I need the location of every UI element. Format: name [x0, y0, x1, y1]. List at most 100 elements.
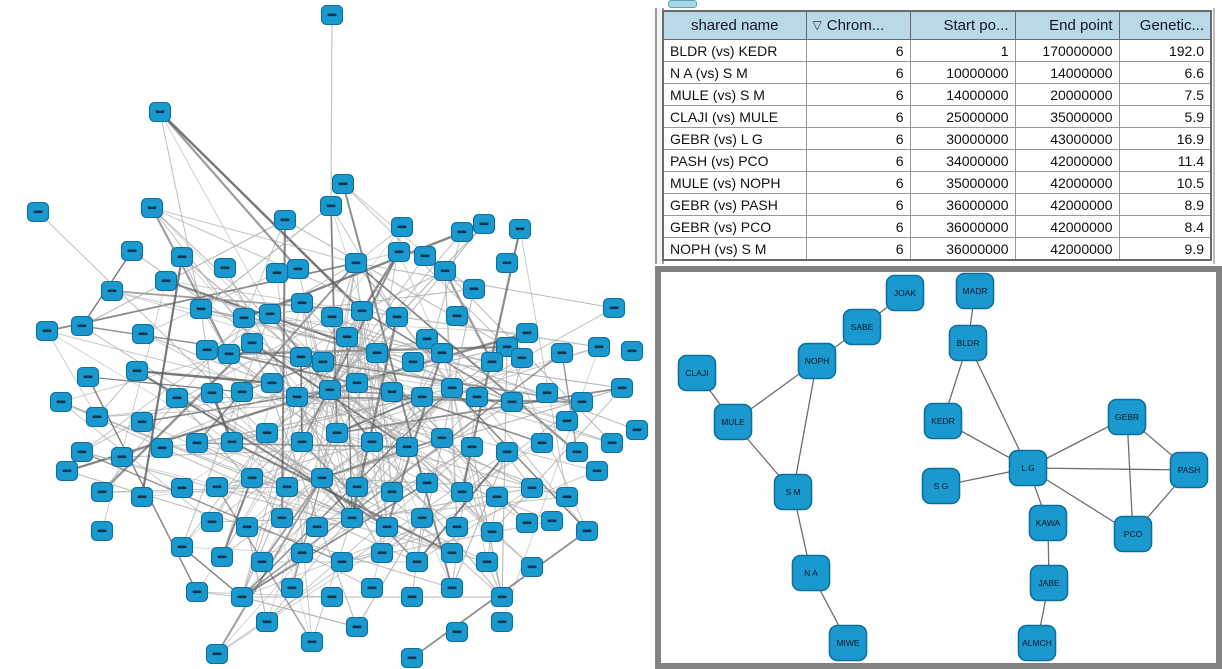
overview-node[interactable]	[587, 336, 611, 358]
overview-node[interactable]	[270, 507, 294, 529]
overview-edge[interactable]	[351, 226, 403, 519]
overview-node[interactable]	[485, 486, 509, 508]
subnetwork-node-almch[interactable]: ALMCH	[1017, 624, 1057, 662]
subnetwork-node-mule[interactable]: MULE	[713, 403, 753, 441]
overview-node[interactable]	[440, 542, 464, 564]
overview-node[interactable]	[387, 241, 411, 263]
overview-edge[interactable]	[151, 207, 398, 318]
overview-edge[interactable]	[211, 391, 393, 523]
overview-node[interactable]	[480, 351, 504, 373]
overview-node[interactable]	[273, 209, 297, 231]
overview-edge[interactable]	[159, 111, 299, 270]
overview-node[interactable]	[200, 382, 224, 404]
node-shape[interactable]	[797, 342, 837, 380]
overview-edge[interactable]	[561, 352, 578, 453]
node-shape[interactable]	[1028, 504, 1068, 542]
cell-start_point[interactable]: 30000000	[909, 127, 1016, 150]
overview-edge[interactable]	[165, 280, 363, 312]
overview-node[interactable]	[220, 431, 244, 453]
overview-node[interactable]	[286, 258, 310, 280]
column-header-genetic[interactable]: Genetic...	[1118, 10, 1212, 40]
overview-node[interactable]	[585, 460, 609, 482]
overview-node[interactable]	[345, 476, 369, 498]
overview-node[interactable]	[35, 320, 59, 342]
overview-node[interactable]	[565, 441, 589, 463]
overview-node[interactable]	[205, 643, 229, 665]
node-shape[interactable]	[713, 403, 753, 441]
subnetwork-node-s-m[interactable]: S M	[773, 473, 813, 511]
overview-edge[interactable]	[231, 441, 453, 554]
cell-start_point[interactable]: 1	[909, 39, 1016, 62]
column-header-end_point[interactable]: End point	[1014, 10, 1120, 40]
overview-node[interactable]	[462, 278, 486, 300]
filter-icon[interactable]: ▽	[812, 18, 822, 32]
overview-node[interactable]	[390, 216, 414, 238]
node-shape[interactable]	[677, 354, 717, 392]
cell-shared_name[interactable]: MULE (vs) NOPH	[662, 171, 807, 194]
overview-node[interactable]	[213, 257, 237, 279]
overview-node[interactable]	[440, 377, 464, 399]
overview-edge[interactable]	[330, 14, 333, 207]
overview-node[interactable]	[290, 542, 314, 564]
overview-node[interactable]	[620, 340, 644, 362]
overview-node[interactable]	[55, 460, 79, 482]
overview-node[interactable]	[345, 372, 369, 394]
overview-node[interactable]	[450, 481, 474, 503]
cell-end_point[interactable]: 42000000	[1014, 215, 1120, 238]
overview-node[interactable]	[320, 306, 344, 328]
overview-edge[interactable]	[101, 342, 253, 493]
overview-edge[interactable]	[181, 546, 243, 598]
overview-node[interactable]	[450, 221, 474, 243]
subnetwork-node-gebr[interactable]: GEBR	[1107, 398, 1147, 436]
overview-edge[interactable]	[46, 330, 233, 443]
subnetwork-node-s-g[interactable]: S G	[921, 467, 961, 505]
overview-node[interactable]	[600, 432, 624, 454]
overview-edge[interactable]	[276, 272, 313, 643]
cell-chromosome[interactable]: 6	[805, 39, 911, 62]
overview-node[interactable]	[325, 422, 349, 444]
overview-node[interactable]	[555, 486, 579, 508]
cell-shared_name[interactable]: CLAJI (vs) MULE	[662, 105, 807, 128]
overview-node[interactable]	[130, 486, 154, 508]
cell-genetic[interactable]: 9.9	[1118, 237, 1212, 261]
overview-edge[interactable]	[296, 396, 353, 519]
cell-chromosome[interactable]: 6	[805, 215, 911, 238]
cell-shared_name[interactable]: MULE (vs) S M	[662, 83, 807, 106]
cell-genetic[interactable]: 7.5	[1118, 83, 1212, 106]
overview-node[interactable]	[515, 322, 539, 344]
overview-edge[interactable]	[376, 352, 393, 493]
overview-node[interactable]	[495, 441, 519, 463]
subnetwork-node-jabe[interactable]: JABE	[1029, 564, 1069, 602]
network-overview-canvas[interactable]	[0, 0, 655, 669]
cell-start_point[interactable]: 25000000	[909, 105, 1016, 128]
cell-chromosome[interactable]: 6	[805, 237, 911, 261]
overview-node[interactable]	[445, 516, 469, 538]
overview-node[interactable]	[250, 551, 274, 573]
cell-shared_name[interactable]: BLDR (vs) KEDR	[662, 39, 807, 62]
overview-edge[interactable]	[416, 487, 533, 563]
overview-node[interactable]	[344, 252, 368, 274]
cell-start_point[interactable]: 36000000	[909, 193, 1016, 216]
overview-edge[interactable]	[311, 517, 353, 643]
overview-node[interactable]	[290, 431, 314, 453]
overview-node[interactable]	[258, 303, 282, 325]
cell-genetic[interactable]: 5.9	[1118, 105, 1212, 128]
overview-node[interactable]	[410, 386, 434, 408]
overview-edge[interactable]	[60, 401, 418, 563]
overview-node[interactable]	[520, 477, 544, 499]
overview-edge[interactable]	[269, 313, 493, 363]
overview-edge[interactable]	[371, 307, 615, 443]
overview-node[interactable]	[110, 446, 134, 468]
overview-node[interactable]	[465, 386, 489, 408]
overview-edge[interactable]	[301, 441, 418, 563]
overview-node[interactable]	[240, 332, 264, 354]
overview-node[interactable]	[85, 406, 109, 428]
cell-end_point[interactable]: 170000000	[1014, 39, 1120, 62]
node-shape[interactable]	[948, 324, 988, 362]
overview-node[interactable]	[280, 577, 304, 599]
overview-node[interactable]	[370, 542, 394, 564]
overview-edge[interactable]	[60, 401, 353, 519]
overview-node[interactable]	[185, 581, 209, 603]
subnetwork-edge-l-g-pash[interactable]	[1027, 467, 1190, 471]
node-shape[interactable]	[828, 624, 868, 662]
